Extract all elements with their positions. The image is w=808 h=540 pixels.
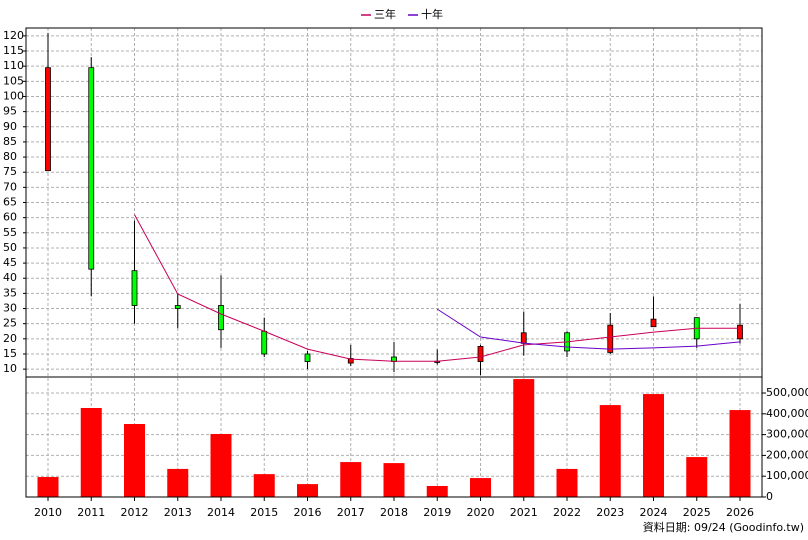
candle-body [650,318,657,328]
volume-bar [643,394,664,497]
x-tick-label: 2013 [164,506,192,519]
legend-label: 十年 [421,7,443,21]
y-tick-label: 100 [3,89,24,102]
line-series [436,308,741,350]
y-tick-label: 35 [3,286,17,299]
volume-bar [210,433,232,497]
footer: 資料日期: 09/24 (Goodinfo.tw) [643,520,804,534]
candle-body [88,67,95,270]
candle-body [304,353,311,362]
volume-bar [37,477,59,497]
y-tick-label: 115 [3,44,24,57]
y-tick-label: 60 [3,211,17,224]
x-tick-label: 2026 [726,506,754,519]
candle-body [45,67,51,172]
y2-tick-label: 400,000 [766,407,808,420]
volume-bar [556,468,578,497]
volume-bar [426,485,448,497]
x-tick-label: 2017 [337,506,365,519]
y-tick-label: 105 [3,74,24,87]
y-tick-label: 75 [3,165,17,178]
candle-body [347,358,354,364]
volume-bar [470,478,491,497]
x-tick-label: 2010 [34,506,62,519]
y-tick-label: 45 [3,256,17,269]
y-tick-label: 85 [3,135,17,148]
x-tick-label: 2011 [77,506,105,519]
x-tick-label: 2025 [683,506,711,519]
y-tick-label: 110 [3,59,24,72]
y-tick-label: 30 [3,302,17,315]
y-tick-label: 10 [3,362,17,375]
x-tick-label: 2024 [640,506,668,519]
volume-bar [80,407,102,497]
candle-body [261,330,268,355]
x-tick-label: 2015 [250,506,278,519]
candle-body [737,324,743,340]
x-tick-label: 2018 [380,506,408,519]
y-tick-label: 50 [3,241,17,254]
y-tick-label: 70 [3,180,17,193]
line-series [134,214,740,362]
x-tick-label: 2016 [294,506,322,519]
x-tick-label: 2020 [467,506,495,519]
y-tick-label: 20 [3,332,17,345]
y-tick-label: 25 [3,317,17,330]
y-tick-label: 90 [3,120,17,133]
volume-bar [729,410,751,497]
volume-bar [513,379,535,497]
y-tick-label: 80 [3,150,17,163]
candle-body [477,346,484,362]
x-tick-label: 2014 [207,506,235,519]
y-tick-label: 120 [3,29,24,42]
y2-tick-label: 200,000 [766,448,808,461]
volume-bar [383,463,405,497]
candle-body [174,305,181,309]
candle-body [520,332,527,344]
volume-bar [167,468,189,497]
candle-body [131,270,138,306]
candle-body [218,305,224,331]
y2-tick-label: 300,000 [766,428,808,441]
y-tick-label: 65 [3,196,17,209]
y2-tick-label: 100,000 [766,469,808,482]
y2-tick-label: 0 [766,490,773,503]
volume-bar [124,424,145,497]
y-tick-label: 15 [3,347,17,360]
x-tick-label: 2022 [553,506,581,519]
x-tick-label: 2021 [510,506,538,519]
x-tick-label: 2012 [121,506,149,519]
volume-bar [297,484,318,497]
candle-body [607,324,614,353]
volume-bar [686,457,708,497]
y-tick-label: 95 [3,105,17,118]
volume-bar [599,405,621,497]
x-tick-label: 2019 [423,506,451,519]
y-tick-label: 55 [3,226,17,239]
volume-bar [340,462,362,497]
y-tick-label: 40 [3,271,17,284]
y2-tick-label: 500,000 [766,386,808,399]
x-tick-label: 2023 [596,506,624,519]
plot-frame [25,27,763,498]
volume-bar [253,474,275,497]
legend-label: 三年 [374,7,396,21]
